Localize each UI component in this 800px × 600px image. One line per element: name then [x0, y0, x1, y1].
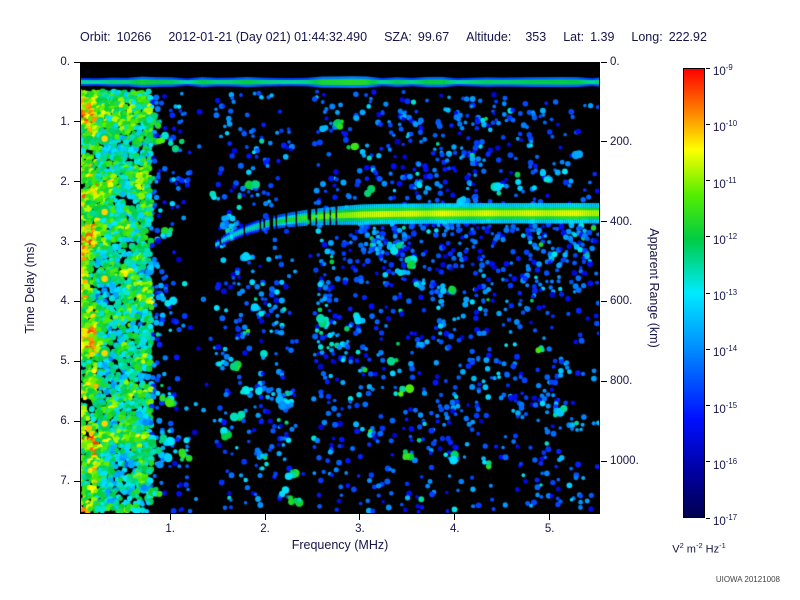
y-tick-label-right: 400. — [610, 215, 633, 228]
x-tick-label: 5. — [544, 523, 555, 535]
y-tick-right — [601, 61, 607, 63]
colorbar-tick-label: 10-16 — [713, 456, 738, 472]
long-group: Long: 222.92 — [631, 30, 707, 44]
y-tick-left — [74, 241, 80, 243]
y-tick-label-left: 5. — [60, 355, 70, 368]
colorbar-tick — [706, 405, 710, 406]
colorbar-tick — [706, 123, 710, 125]
colorbar-tick-label: 10-13 — [713, 288, 738, 303]
colorbar-tick-label: 10-10 — [713, 119, 738, 135]
datetime-value: 2012-01-21 (Day 021) 01:44:32.490 — [168, 30, 368, 44]
altitude-value: 353 — [525, 30, 547, 44]
y-tick-label-right: 600. — [610, 295, 633, 308]
x-tick — [169, 514, 171, 520]
y-tick-left — [74, 181, 80, 183]
x-axis-title: Frequency (MHz) — [291, 538, 389, 552]
y-tick-label-right: 1000. — [610, 455, 639, 468]
y-tick-label-right: 800. — [610, 375, 633, 388]
y-tick-label-left: 0. — [60, 56, 70, 68]
colorbar-tick-label: 10-17 — [713, 513, 738, 528]
x-tick-label: 2. — [260, 523, 270, 535]
y-tick-label-right: 200. — [610, 135, 633, 148]
spectrogram-canvas — [81, 63, 599, 513]
y-tick-left — [74, 300, 80, 302]
long-value: 222.92 — [668, 30, 707, 44]
colorbar-tick — [706, 67, 710, 69]
colorbar-tick-label: 10-11 — [713, 175, 737, 191]
y-tick-right — [601, 141, 607, 143]
colorbar-tick-label: 10-14 — [713, 344, 738, 360]
y-tick-right — [601, 380, 607, 382]
datetime-group: 2012-01-21 (Day 021) 01:44:32.490 — [168, 30, 367, 44]
sza-group: SZA: 99.67 — [384, 30, 449, 44]
colorbar-tick — [706, 236, 710, 238]
colorbar-tick-label: 10-9 — [713, 63, 733, 78]
y-tick-label-left: 4. — [60, 295, 70, 308]
x-tick — [359, 514, 361, 520]
colorbar-tick — [706, 517, 710, 519]
plot-frame — [80, 62, 600, 514]
colorbar-units: V2 m-2 Hz-1 — [672, 541, 726, 556]
y-tick-left — [74, 480, 80, 482]
y-tick-label-left: 6. — [60, 415, 70, 428]
y-tick-left — [74, 420, 80, 422]
sza-value: 99.67 — [417, 30, 450, 44]
sza-label: SZA: — [384, 30, 412, 44]
y-axis-title-left: Time Delay (ms) — [23, 242, 37, 334]
colorbar-tick — [706, 292, 710, 294]
y-tick-label-left: 2. — [60, 175, 70, 188]
colorbar-tick-label: 10-12 — [713, 231, 738, 247]
x-tick — [549, 514, 551, 520]
lat-value: 1.39 — [590, 30, 615, 44]
lat-label: Lat: — [563, 30, 585, 44]
colorbar-gradient — [684, 69, 704, 517]
x-tick-label: 3. — [355, 523, 365, 535]
y-tick-label-right: 0. — [610, 56, 620, 68]
long-label: Long: — [631, 30, 663, 44]
lat-group: Lat: 1.39 — [563, 30, 614, 44]
colorbar-tick — [706, 180, 710, 181]
x-tick-label: 1. — [165, 523, 175, 535]
colorbar-tick — [706, 461, 710, 463]
orbit-group: Orbit: 10266 — [80, 30, 151, 44]
x-tick — [264, 514, 266, 520]
y-tick-label-left: 1. — [60, 115, 70, 128]
y-tick-left — [74, 360, 80, 362]
x-tick — [454, 514, 456, 520]
y-tick-right — [601, 221, 607, 223]
x-tick-label: 4. — [450, 523, 460, 535]
colorbar — [683, 68, 705, 518]
credit-text: UIOWA 20121008 — [715, 575, 780, 584]
altitude-group: Altitude: 353 — [466, 30, 546, 44]
altitude-label: Altitude: — [466, 30, 512, 44]
colorbar-tick-label: 10-15 — [713, 400, 738, 416]
y-tick-label-left: 7. — [60, 475, 70, 488]
orbit-value: 10266 — [116, 30, 152, 44]
y-tick-label-left: 3. — [60, 235, 70, 248]
y-tick-left — [74, 121, 80, 123]
orbit-label: Orbit: — [80, 30, 111, 44]
y-tick-right — [601, 460, 607, 462]
y-tick-left — [74, 61, 80, 63]
header-info: Orbit: 10266 2012-01-21 (Day 021) 01:44:… — [80, 30, 724, 44]
y-axis-title-right: Apparent Range (km) — [647, 228, 661, 348]
colorbar-tick — [706, 348, 710, 350]
y-tick-right — [601, 300, 607, 302]
